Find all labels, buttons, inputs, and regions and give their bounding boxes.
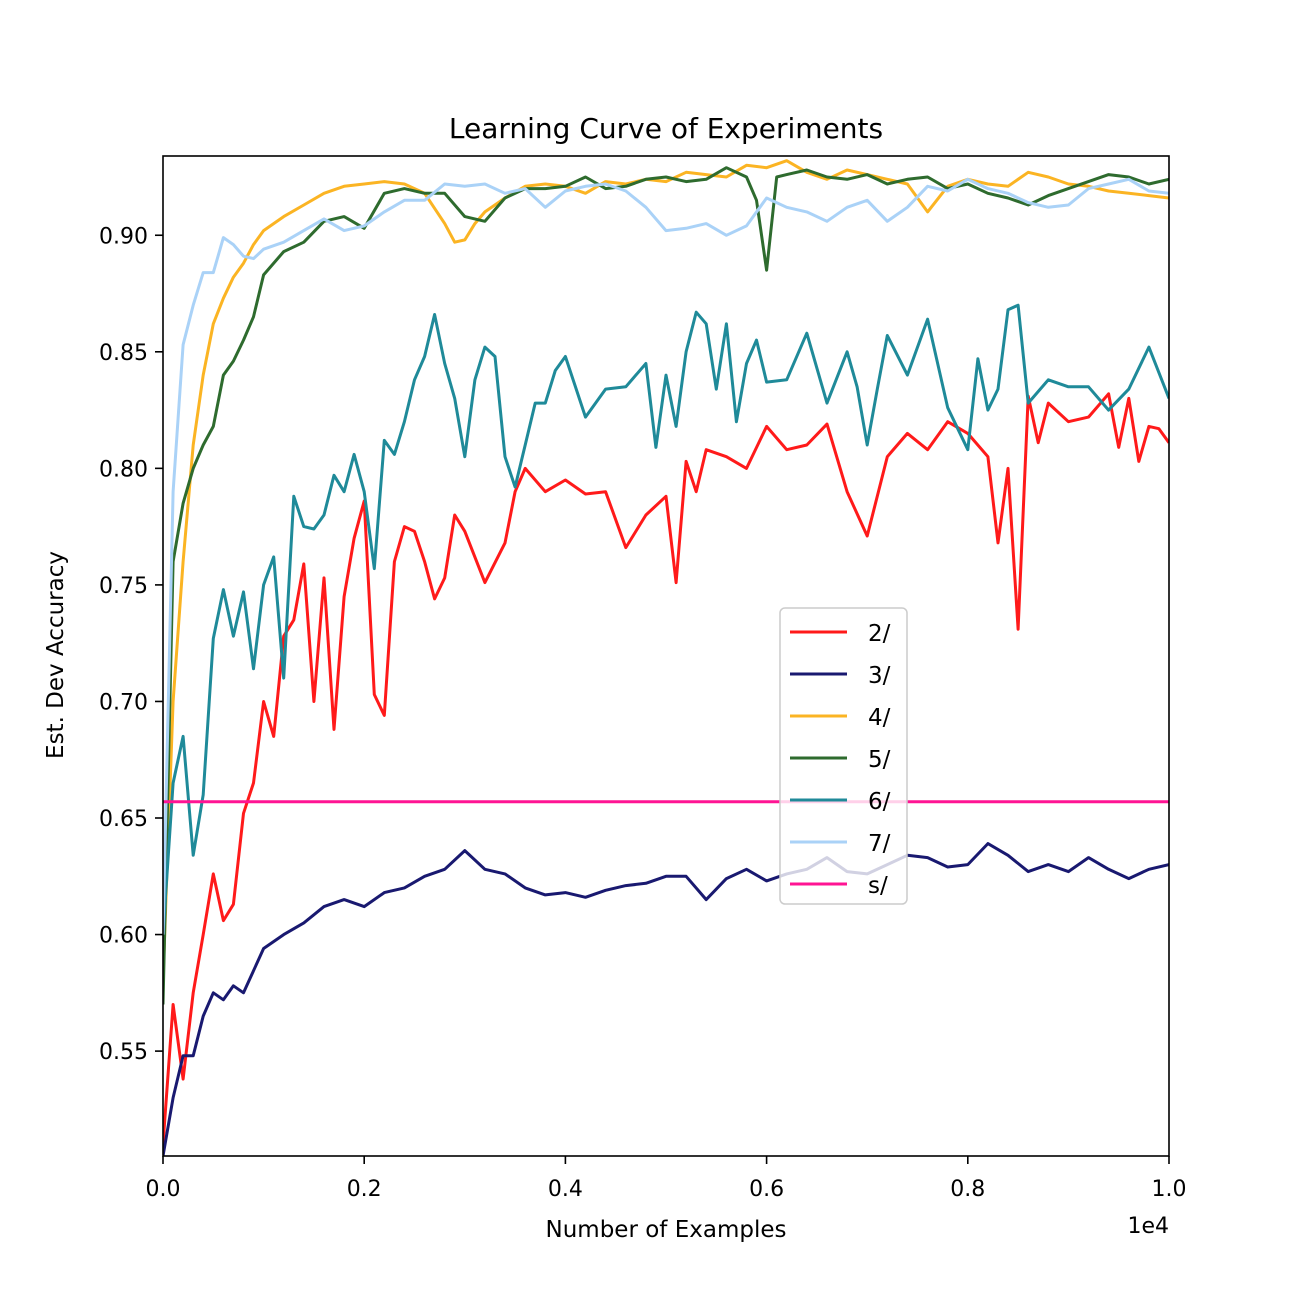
series-line-5 — [163, 166, 1169, 1005]
y-tick-label: 0.55 — [99, 1040, 148, 1065]
y-tick-label: 0.90 — [99, 224, 148, 249]
series-lines — [163, 159, 1169, 1156]
legend-label: 6/ — [868, 789, 891, 815]
y-tick-label: 0.70 — [99, 690, 148, 715]
series-line-3 — [163, 842, 1169, 1156]
legend-label: 3/ — [868, 663, 891, 689]
series-line-4 — [163, 159, 1169, 982]
y-axis-label: Est. Dev Accuracy — [43, 551, 69, 759]
series-line-6 — [163, 303, 1169, 935]
x-tick-label: 0.6 — [749, 1177, 784, 1202]
x-tick-label: 0.4 — [548, 1177, 583, 1202]
chart-title: Learning Curve of Experiments — [449, 112, 883, 145]
y-tick-label: 0.75 — [99, 574, 148, 599]
x-tick-label: 1.0 — [1152, 1177, 1187, 1202]
legend-label: 7/ — [868, 831, 891, 857]
legend: 2/3/4/5/6/7/s/ — [779, 607, 908, 905]
x-tick-label: 0.2 — [347, 1177, 382, 1202]
x-axis-label: Number of Examples — [546, 1217, 787, 1243]
y-tick-label: 0.85 — [99, 341, 148, 366]
legend-label: s/ — [868, 873, 888, 899]
legend-label: 4/ — [868, 705, 891, 731]
y-tick-label: 0.80 — [99, 457, 148, 482]
axes-frame — [162, 155, 1170, 1157]
series-line-7 — [163, 177, 1169, 935]
axes: 0.0 0.2 0.4 0.6 0.8 1.0 0.55 0.60 0.65 0.70 0.75 0.… — [99, 155, 1187, 1202]
y-tick-label: 0.65 — [99, 807, 148, 832]
legend-label: 2/ — [868, 621, 891, 647]
x-tick-label: 0.8 — [950, 1177, 985, 1202]
legend-box — [779, 607, 908, 905]
y-tick-label: 0.60 — [99, 924, 148, 949]
legend-label: 5/ — [868, 747, 891, 773]
x-axis-offset-label: 1e4 — [1127, 1214, 1169, 1239]
x-tick-label: 0.0 — [146, 1177, 181, 1202]
plot-area — [163, 159, 1169, 1156]
